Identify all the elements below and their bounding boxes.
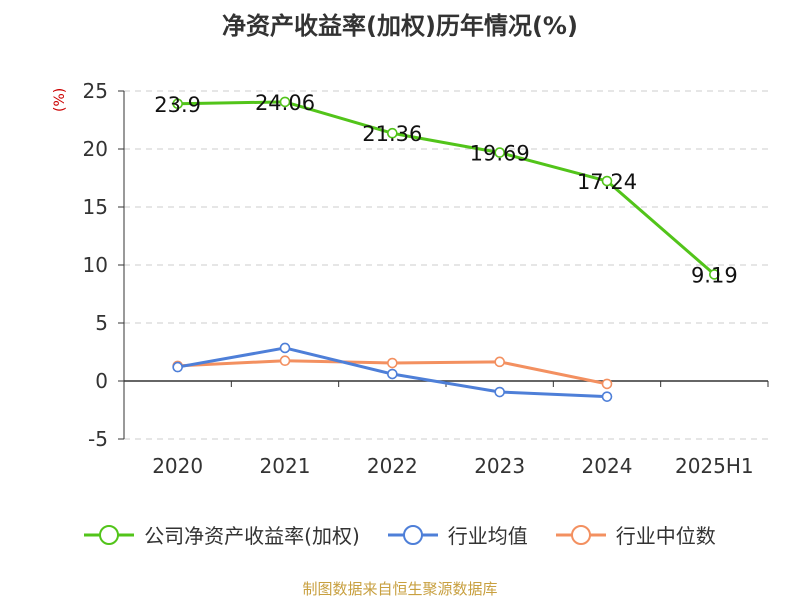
legend-label: 行业均值 [447,524,528,548]
y-tick-label: 25 [83,79,108,103]
data-point [709,269,720,280]
y-tick-label: 5 [95,311,108,335]
legend-item: 行业中位数 [555,520,716,549]
data-point [279,355,291,367]
y-tick-label: 0 [95,369,108,393]
legend-line-circle-icon [555,524,606,545]
legend-item: 公司净资产收益率(加权) [84,520,360,549]
series-line [177,100,716,276]
data-point [279,96,291,108]
legend-label: 行业中位数 [615,524,716,548]
data-label: 21.36 [362,122,422,146]
x-tick-label: 2022 [367,454,418,478]
chart-title: 净资产收益率(加权)历年情况(%) [222,12,578,40]
y-tick-label: 15 [83,195,108,219]
data-source-note: 制图数据来自恒生聚源数据库 [302,580,498,598]
data-point [387,368,398,380]
data-label: 9.19 [691,263,738,287]
data-point [387,127,398,139]
data-point [387,357,398,369]
data-point [494,386,505,398]
data-label: 24.06 [255,91,315,115]
y-tick-label: 20 [83,137,108,161]
data-point [494,147,505,158]
data-label: 17.24 [577,170,637,194]
legend-line-circle-icon [84,524,135,545]
legend-item: 行业均值 [387,520,528,549]
x-tick-label: 2021 [260,454,311,478]
x-tick-label: 2025H1 [675,454,754,478]
data-point [172,98,183,110]
data-point [279,342,291,354]
data-point [601,391,613,402]
y-tick-label: 10 [83,253,108,277]
y-tick-label: -5 [88,427,108,451]
chart-legend: 公司净资产收益率(加权) 行业均值 行业中位数 [0,520,800,549]
data-label: 19.69 [470,142,530,166]
data-point [601,175,613,187]
data-point [601,378,613,390]
data-point [172,361,183,373]
legend-line-circle-icon [387,524,438,545]
x-tick-label: 2020 [152,454,203,478]
x-tick-label: 2024 [582,454,633,478]
data-label: 23.9 [154,93,201,117]
x-tick-label: 2023 [474,454,525,478]
legend-label: 公司净资产收益率(加权) [144,524,360,548]
data-point [494,356,505,368]
line-chart: 25 20 15 10 5 0 -5 2020 2021 2022 2023 2024 2025H1 23… [83,79,769,478]
